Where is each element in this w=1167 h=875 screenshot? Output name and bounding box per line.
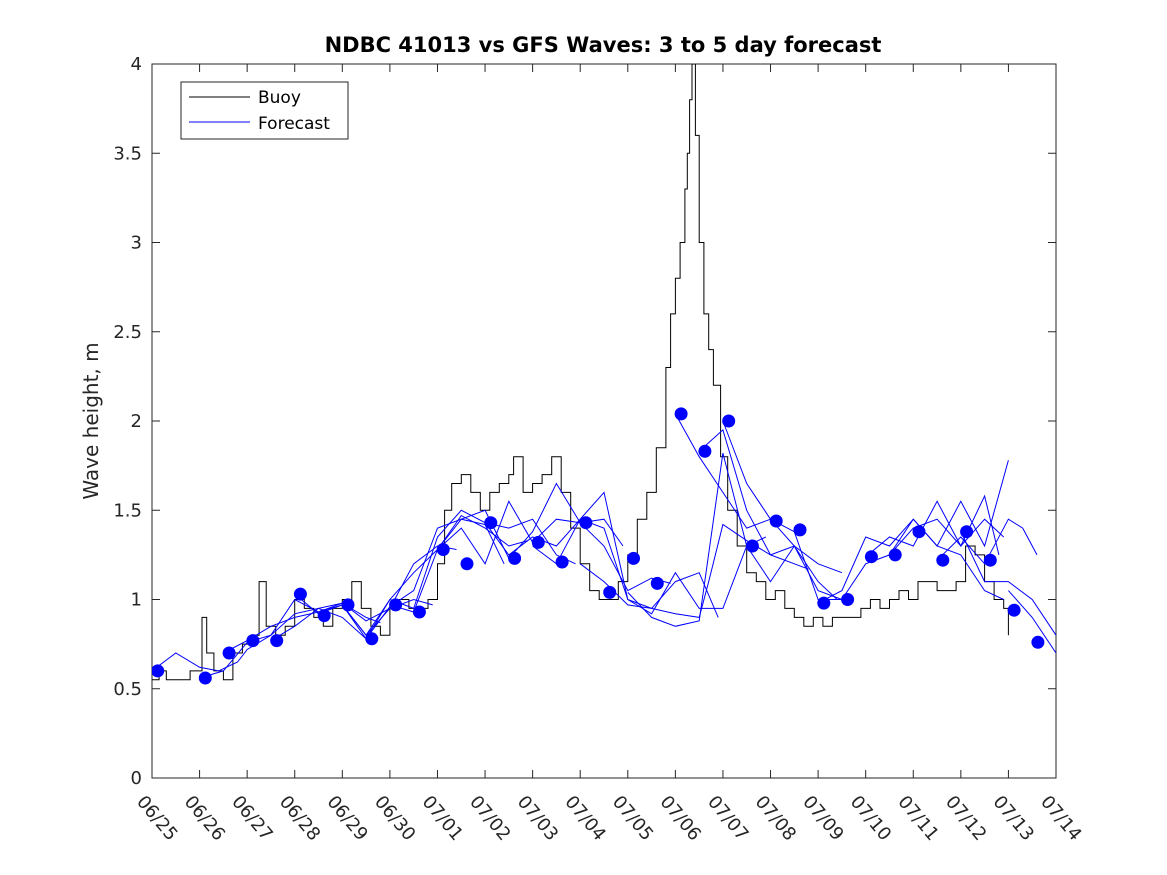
chart-title: NDBC 41013 vs GFS Waves: 3 to 5 day fore… (325, 33, 882, 57)
legend: Buoy Forecast (180, 81, 349, 140)
forecast-marker-22 (698, 444, 712, 458)
data-marks (152, 64, 1056, 685)
forecast-marker-15 (531, 535, 545, 549)
forecast-run-line-11 (627, 452, 838, 627)
forecast-marker-9 (389, 598, 403, 612)
forecast-marker-1 (198, 671, 212, 685)
forecast-marker-17 (579, 516, 593, 530)
forecast-marker-3 (246, 634, 260, 648)
forecast-run-line-18 (889, 460, 1009, 556)
forecast-run-line-13 (698, 428, 843, 600)
forecast-marker-5 (293, 587, 307, 601)
y-axis-label: Wave height, m (79, 342, 103, 499)
forecast-marker-7 (341, 598, 355, 612)
y-tick-label-1: 0.5 (113, 679, 142, 700)
forecast-run-line-21 (1008, 590, 1056, 654)
forecast-marker-35 (1007, 603, 1021, 617)
y-tick-label-6: 3 (131, 233, 142, 254)
forecast-run-line-17 (865, 494, 1000, 558)
forecast-marker-32 (936, 553, 950, 567)
forecast-marker-2 (222, 646, 236, 660)
forecast-marker-6 (317, 609, 331, 623)
forecast-run-line-19 (936, 518, 1038, 565)
y-tick-label-3: 1.5 (113, 500, 142, 521)
forecast-marker-18 (603, 585, 617, 599)
forecast-marker-26 (793, 523, 807, 537)
forecast-marker-21 (674, 407, 688, 421)
forecast-marker-24 (745, 539, 759, 553)
y-tick-label-0: 0 (131, 768, 142, 789)
forecast-run-line-9 (532, 491, 767, 615)
series-group (152, 64, 1056, 685)
forecast-marker-10 (412, 605, 426, 619)
forecast-run-line-7 (437, 482, 671, 592)
forecast-marker-11 (436, 543, 450, 556)
forecast-run-line-10 (579, 523, 809, 618)
forecast-marker-31 (912, 525, 926, 539)
y-tick-label-2: 1 (131, 590, 142, 611)
forecast-marker-25 (769, 514, 783, 528)
forecast-marker-30 (888, 548, 902, 562)
forecast-marker-12 (460, 557, 474, 571)
forecast-marker-8 (365, 632, 379, 646)
forecast-marker-4 (270, 634, 284, 648)
legend-forecast-label: Forecast (258, 114, 330, 134)
plot-area (151, 63, 1057, 779)
forecast-marker-16 (555, 555, 569, 569)
forecast-run-line-5 (341, 509, 576, 637)
forecast-run-line-20 (960, 531, 1056, 636)
forecast-marker-20 (650, 576, 664, 590)
forecast-marker-14 (508, 551, 522, 565)
plot-frame (151, 63, 1057, 779)
forecast-marker-13 (484, 516, 498, 530)
forecast-marker-23 (722, 414, 736, 428)
forecast-run-line-12 (674, 413, 843, 574)
legend-buoy-label: Buoy (258, 88, 301, 108)
forecast-marker-19 (627, 551, 640, 565)
forecast-marker-28 (841, 593, 855, 606)
forecast-marker-34 (983, 553, 997, 567)
y-tick-label-7: 3.5 (113, 143, 142, 164)
y-tick-label-4: 2 (131, 411, 142, 432)
y-tick-label-8: 4 (131, 54, 142, 75)
forecast-run-line-8 (484, 518, 719, 618)
legend-box (180, 81, 349, 140)
y-tick-label-5: 2.5 (113, 322, 142, 343)
forecast-marker-33 (960, 525, 974, 539)
forecast-marker-36 (1031, 635, 1045, 649)
forecast-marker-29 (864, 550, 878, 564)
forecast-marker-0 (152, 664, 165, 678)
forecast-marker-27 (817, 596, 831, 610)
